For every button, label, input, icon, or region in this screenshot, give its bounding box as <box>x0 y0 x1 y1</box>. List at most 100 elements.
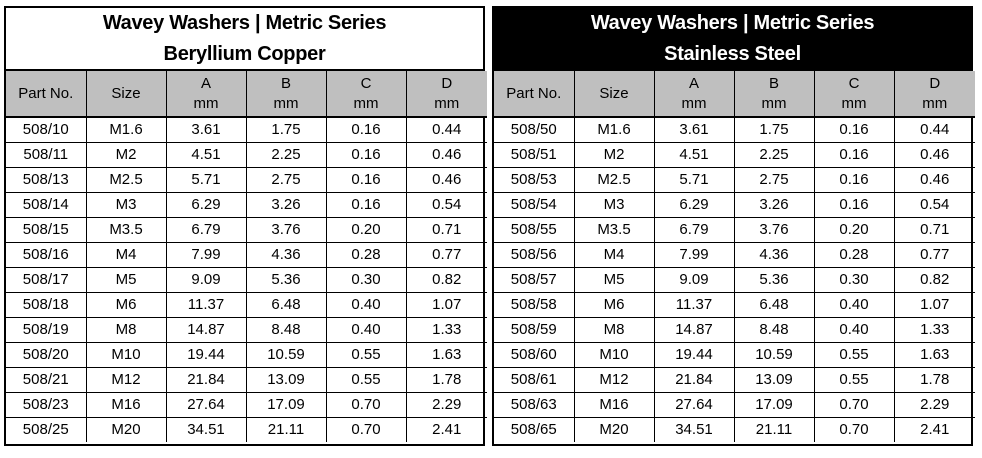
table-row: 508/14 M3 6.29 3.26 0.16 0.54 <box>6 192 487 218</box>
cell-size: M2.5 <box>86 167 167 193</box>
cell-b: 8.48 <box>246 317 327 343</box>
cell-size: M1.6 <box>86 117 167 143</box>
cell-a: 14.87 <box>654 317 735 343</box>
cell-c: 0.16 <box>326 167 407 193</box>
cell-size: M2 <box>574 142 655 168</box>
cell-size: M20 <box>86 417 167 442</box>
cell-b: 5.36 <box>246 267 327 293</box>
cell-d: 2.41 <box>432 421 462 438</box>
table-row: 508/59 M8 14.87 8.48 0.40 1.33 <box>494 317 975 343</box>
cell-b: 2.75 <box>734 167 815 193</box>
table-row: 508/25 M20 34.51 21.11 0.70 2.41 <box>6 417 487 442</box>
cell-c: 0.40 <box>814 317 895 343</box>
table-row: 508/23 M16 27.64 17.09 0.70 2.29 <box>6 392 487 418</box>
stainless-steel-table-panel: Wavey Washers | Metric Series Stainless … <box>492 6 975 446</box>
cell-c: 0.16 <box>814 192 895 218</box>
cell-a: 11.37 <box>166 292 247 318</box>
cell-d: 0.54 <box>406 192 487 218</box>
cell-size: M3.5 <box>574 217 655 243</box>
cell-a: 5.71 <box>166 167 247 193</box>
cell-b: 3.76 <box>734 217 815 243</box>
cell-b: 3.26 <box>734 192 815 218</box>
cell-b: 2.25 <box>734 142 815 168</box>
cell-d: 1.07 <box>406 292 487 318</box>
cell-c: 0.55 <box>326 342 407 368</box>
cell-part-no: 508/63 <box>494 392 575 418</box>
column-header-size: Size <box>86 71 167 118</box>
table-row: 508/60 M10 19.44 10.59 0.55 1.63 <box>494 342 975 368</box>
table-row: 508/13 M2.5 5.71 2.75 0.16 0.46 <box>6 167 487 193</box>
cell-b: 1.75 <box>734 117 815 143</box>
cell-a: 6.29 <box>654 192 735 218</box>
cell-d: 0.71 <box>406 217 487 243</box>
column-header-size: Size <box>574 71 655 118</box>
cell-a: 14.87 <box>166 317 247 343</box>
table-row: 508/15 M3.5 6.79 3.76 0.20 0.71 <box>6 217 487 243</box>
cell-a: 19.44 <box>654 342 735 368</box>
cell-size: M3 <box>86 192 167 218</box>
cell-b: 13.09 <box>246 367 327 393</box>
cell-a: 3.61 <box>654 117 735 143</box>
cell-d: 0.77 <box>894 242 975 268</box>
cell-c: 0.30 <box>814 267 895 293</box>
cell-b: 10.59 <box>246 342 327 368</box>
table-row: 508/58 M6 11.37 6.48 0.40 1.07 <box>494 292 975 318</box>
cell-part-no: 508/50 <box>494 117 575 143</box>
cell-part-no: 508/53 <box>494 167 575 193</box>
cell-a: 34.51 <box>654 417 735 442</box>
cell-c: 0.30 <box>326 267 407 293</box>
cell-a: 27.64 <box>654 392 735 418</box>
cell-c: 0.28 <box>814 242 895 268</box>
column-header-part-no: Part No. <box>6 71 87 118</box>
cell-a: 9.09 <box>166 267 247 293</box>
cell-c: 0.16 <box>814 142 895 168</box>
cell-part-no: 508/19 <box>6 317 87 343</box>
cell-a: 34.51 <box>166 417 247 442</box>
cell-a: 7.99 <box>166 242 247 268</box>
cell-a: 6.79 <box>166 217 247 243</box>
cell-b: 21.11 <box>734 417 815 442</box>
cell-part-no: 508/21 <box>6 367 87 393</box>
cell-b: 13.09 <box>734 367 815 393</box>
table-row: 508/17 M5 9.09 5.36 0.30 0.82 <box>6 267 487 293</box>
cell-b: 17.09 <box>246 392 327 418</box>
cell-d: 1.78 <box>894 367 975 393</box>
cell-c: 0.70 <box>814 392 895 418</box>
cell-size: M8 <box>86 317 167 343</box>
cell-d: 0.71 <box>894 217 975 243</box>
table-row: 508/61 M12 21.84 13.09 0.55 1.78 <box>494 367 975 393</box>
beryllium-copper-table-panel: Wavey Washers | Metric Series Beryllium … <box>4 6 487 446</box>
cell-d: 0.46 <box>894 167 975 193</box>
cell-d: 2.29 <box>894 392 975 418</box>
cell-size: M12 <box>86 367 167 393</box>
cell-b: 3.26 <box>246 192 327 218</box>
cell-d: 2.29 <box>406 392 487 418</box>
cell-b: 6.48 <box>246 292 327 318</box>
table-row: 508/50 M1.6 3.61 1.75 0.16 0.44 <box>494 117 975 143</box>
cell-d: 1.33 <box>894 317 975 343</box>
cell-b: 2.75 <box>246 167 327 193</box>
cell-part-no: 508/15 <box>6 217 87 243</box>
cell-d: 0.82 <box>406 267 487 293</box>
cell-c: 0.20 <box>814 217 895 243</box>
cell-b: 21.11 <box>246 417 327 442</box>
cell-a: 4.51 <box>654 142 735 168</box>
table-row: 508/56 M4 7.99 4.36 0.28 0.77 <box>494 242 975 268</box>
cell-d: 0.46 <box>406 167 487 193</box>
cell-size: M6 <box>86 292 167 318</box>
cell-size: M12 <box>574 367 655 393</box>
cell-part-no: 508/18 <box>6 292 87 318</box>
cell-part-no: 508/60 <box>494 342 575 368</box>
cell-d: 0.46 <box>894 142 975 168</box>
cell-part-no: 508/16 <box>6 242 87 268</box>
cell-d: 0.82 <box>894 267 975 293</box>
table-row: 508/19 M8 14.87 8.48 0.40 1.33 <box>6 317 487 343</box>
